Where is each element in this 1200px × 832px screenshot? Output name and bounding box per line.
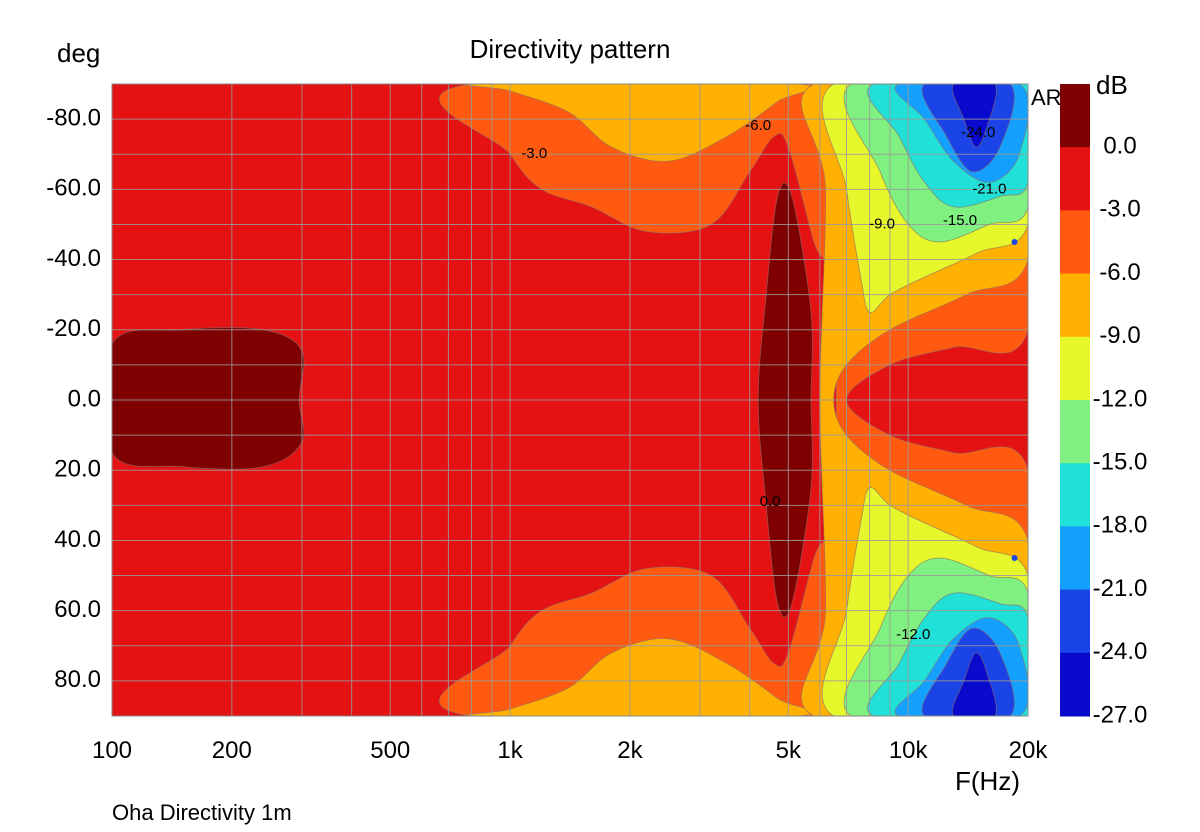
colorbar-tick-label: -18.0 — [1093, 512, 1148, 539]
colorbar-tick-label: -9.0 — [1099, 322, 1140, 349]
x-axis-label: F(Hz) — [955, 766, 1020, 796]
y-tick-label: 80.0 — [54, 666, 101, 693]
y-tick-label: 20.0 — [54, 456, 101, 483]
contour-marker-0 — [1011, 239, 1018, 245]
colorbar-band — [1060, 210, 1090, 275]
colorbar-band — [1060, 273, 1090, 338]
colorbar-band — [1060, 463, 1090, 527]
contour-label: -3.0 — [521, 145, 547, 162]
contour-label: -15.0 — [943, 212, 977, 229]
y-tick-label: -20.0 — [46, 315, 101, 342]
contour-region-m24-1 — [951, 652, 997, 716]
colorbar-tick-label: -3.0 — [1099, 196, 1140, 223]
x-tick-label: 5k — [776, 737, 802, 764]
colorbar-tick-label: -6.0 — [1099, 259, 1140, 286]
grid-lines — [111, 83, 1029, 717]
y-tick-label: -60.0 — [46, 175, 101, 202]
y-tick-label: -80.0 — [46, 104, 101, 131]
contour-label: 0.0 — [760, 493, 781, 510]
contour-label: -6.0 — [745, 117, 771, 134]
contour-label: -9.0 — [869, 215, 895, 232]
colorbar-band — [1060, 589, 1090, 654]
colorbar-tick-label: -27.0 — [1093, 701, 1148, 728]
contour-region-m24-0 — [951, 84, 997, 148]
contour-region-m6-0 — [465, 84, 816, 162]
x-tick-label: 500 — [370, 737, 410, 764]
contour-regions — [112, 84, 1028, 716]
colorbar: 0.0 -3.0 -6.0 -9.0 -12.0 -15.0 -18.0 -21.0 -24.0… — [1060, 84, 1147, 728]
colorbar-tick-label: -12.0 — [1093, 385, 1148, 412]
contour-label: -12.0 — [896, 626, 930, 643]
y-axis-label: deg — [57, 38, 101, 68]
colorbar-tick-label: -24.0 — [1093, 638, 1148, 665]
contour-marker-1 — [1011, 555, 1018, 561]
x-tick-label: 100 — [92, 737, 132, 764]
chart-title: Directivity pattern — [469, 34, 671, 64]
colorbar-tick-label: -15.0 — [1093, 449, 1148, 476]
colorbar-band — [1060, 400, 1090, 464]
colorbar-tick-label: 0.0 — [1103, 133, 1136, 160]
plot-frame — [111, 83, 1029, 717]
footer-caption: Oha Directivity 1m — [112, 800, 292, 825]
x-tick-label: 10k — [889, 737, 929, 764]
colorbar-band — [1060, 526, 1090, 591]
contour-label: -24.0 — [961, 124, 995, 141]
x-tick-label: 20k — [1009, 737, 1049, 764]
contour-region-0-0 — [112, 327, 305, 470]
contour-label: -21.0 — [972, 180, 1006, 197]
colorbar-tick-label: -21.0 — [1093, 575, 1148, 602]
contour-region-m6-1 — [465, 638, 816, 716]
x-tick-label: 1k — [497, 737, 523, 764]
y-tick-label: 40.0 — [54, 526, 101, 553]
colorbar-band — [1060, 84, 1090, 148]
x-tick-label: 2k — [617, 737, 643, 764]
y-tick-label: -40.0 — [46, 245, 101, 272]
x-tick-label: 200 — [212, 737, 252, 764]
colorbar-title: dB — [1096, 70, 1128, 100]
colorbar-band — [1060, 652, 1090, 717]
y-tick-label: 0.0 — [68, 385, 101, 412]
axes: 100 200 500 1k 2k 5k 10k 20k -80.0 -60.0 -40.0 -20.… — [46, 83, 1049, 764]
colorbar-band — [1060, 336, 1090, 401]
y-tick-label: 60.0 — [54, 596, 101, 623]
colorbar-band — [1060, 147, 1090, 211]
contour-labels: -3.0 -6.0 -24.0 -21.0 -9.0 -15.0 0.0 -12.0 — [521, 117, 1006, 643]
